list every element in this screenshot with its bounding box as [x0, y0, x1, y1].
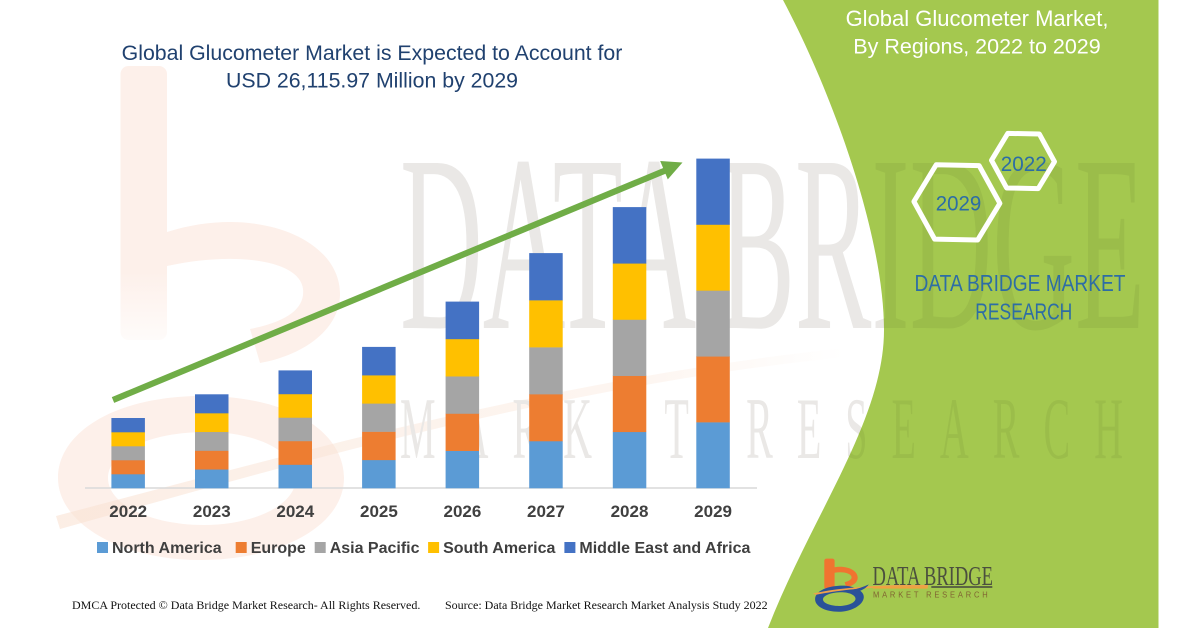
svg-text:Global Glucometer Market,: Global Glucometer Market, — [846, 6, 1109, 31]
svg-text:DATA BRIDGE MARKET: DATA BRIDGE MARKET — [915, 270, 1126, 296]
svg-text:2026: 2026 — [443, 502, 481, 521]
svg-text:2029: 2029 — [936, 192, 982, 216]
svg-text:2022: 2022 — [1001, 153, 1047, 176]
svg-text:MARKET RESEARCH: MARKET RESEARCH — [873, 591, 991, 600]
svg-text:Middle East and Africa: Middle East and Africa — [579, 540, 750, 557]
svg-text:2023: 2023 — [193, 502, 231, 521]
svg-text:DMCA Protected © Data Bridge M: DMCA Protected © Data Bridge Market Rese… — [72, 598, 420, 612]
svg-text:Asia Pacific: Asia Pacific — [330, 540, 420, 557]
svg-text:USD 26,115.97 Million by 2029: USD 26,115.97 Million by 2029 — [226, 69, 518, 93]
svg-text:Global Glucometer Market is Ex: Global Glucometer Market is Expected to … — [122, 41, 623, 65]
svg-text:By Regions, 2022 to 2029: By Regions, 2022 to 2029 — [853, 35, 1100, 59]
svg-text:2022: 2022 — [109, 502, 147, 521]
svg-text:2024: 2024 — [276, 502, 314, 521]
svg-text:RESEARCH: RESEARCH — [975, 299, 1072, 325]
svg-text:Source: Data Bridge Market Res: Source: Data Bridge Market Research Mark… — [445, 598, 768, 612]
svg-text:2025: 2025 — [360, 502, 398, 521]
svg-text:2028: 2028 — [611, 502, 649, 521]
svg-text:Europe: Europe — [251, 540, 306, 557]
svg-text:North America: North America — [112, 540, 222, 557]
svg-text:2027: 2027 — [527, 502, 565, 521]
svg-text:South America: South America — [443, 540, 555, 557]
svg-text:2029: 2029 — [694, 502, 732, 521]
